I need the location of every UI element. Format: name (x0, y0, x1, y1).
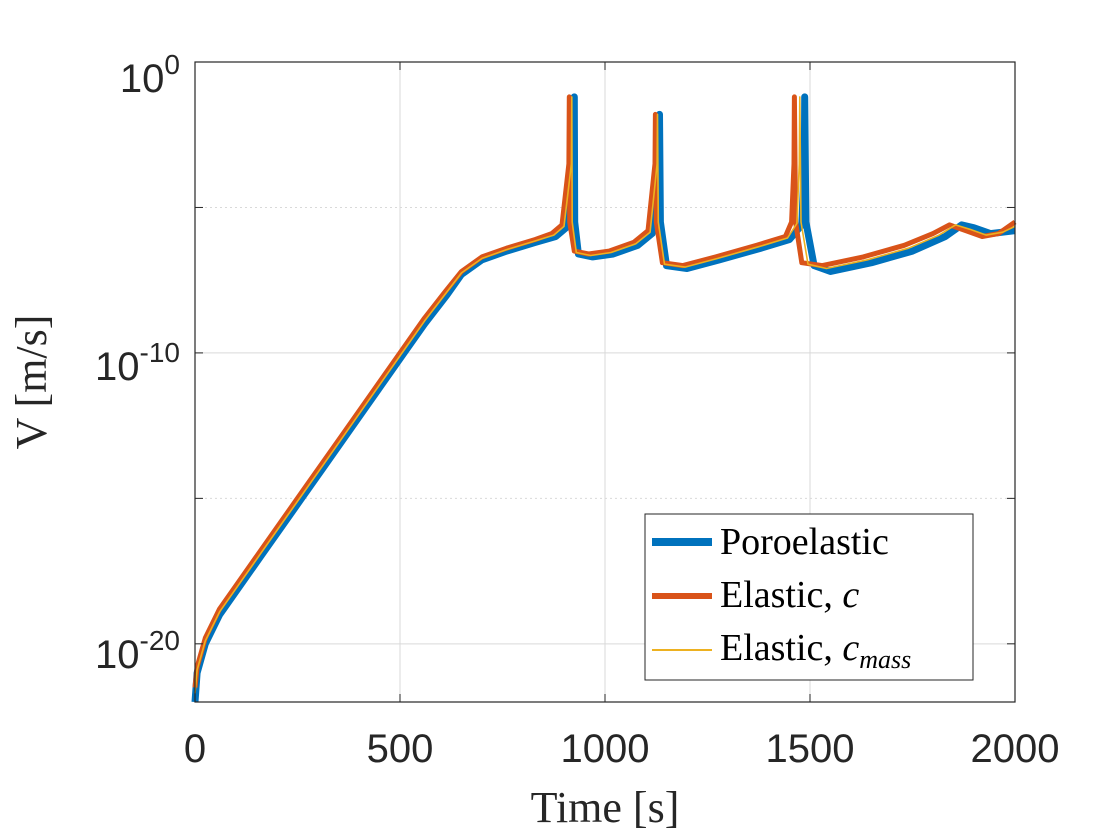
y-tick-label: 10-20 (95, 625, 180, 677)
series-line-2 (194, 96, 1016, 694)
x-tick-label: 500 (367, 727, 434, 771)
y-tick-label: 10-10 (95, 337, 180, 389)
x-tick-labels: 0 500 1000 1500 2000 (184, 727, 1060, 771)
legend-label-elastic-c: Elastic, c (720, 574, 859, 616)
x-tick-label: 2000 (971, 727, 1060, 771)
ticks (194, 61, 1016, 702)
series-layer (191, 93, 1017, 703)
series-line-1 (192, 94, 1017, 688)
x-tick-label: 1500 (766, 727, 855, 771)
x-tick-label: 1000 (561, 727, 650, 771)
y-axis-label: V [m/s] (7, 315, 56, 450)
legend-label-poroelastic: Poroelastic (720, 521, 889, 563)
x-axis-label: Time [s] (531, 783, 680, 832)
y-tick-labels: 100 10-10 10-20 (95, 49, 180, 677)
legend-label-elastic-c-mass: Elastic, cmass (720, 627, 911, 674)
x-tick-label: 0 (184, 727, 206, 771)
legend: Poroelastic Elastic, c Elastic, cmass (644, 513, 974, 681)
y-tick-label: 100 (120, 49, 180, 101)
